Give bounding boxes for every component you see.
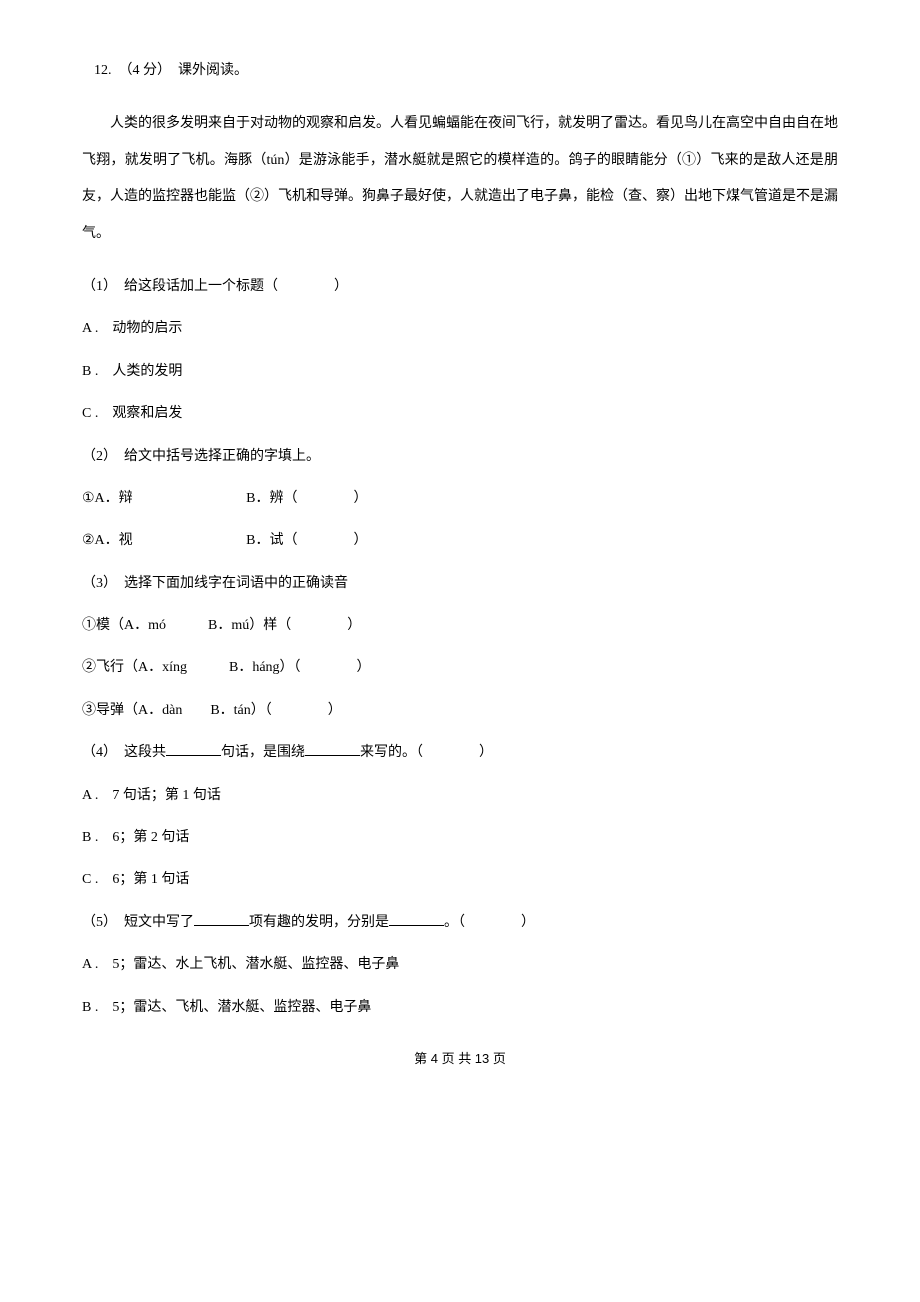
q4-mid: 句话，是围绕 <box>221 745 305 760</box>
q3-line3: ③导弹（A．dàn B．tán）（ ） <box>82 700 838 722</box>
blank <box>194 912 249 926</box>
q2-line2: ②A．视 B．试（ ） <box>82 530 838 552</box>
q2-prompt: （2） 给文中括号选择正确的字填上。 <box>82 446 838 468</box>
q2-line1: ①A．辩 B．辨（ ） <box>82 488 838 510</box>
q5-after: 。（ ） <box>444 915 535 930</box>
q5-prompt: （5） 短文中写了 项有趣的发明，分别是 。（ ） <box>82 912 838 934</box>
q1-prompt: （1） 给这段话加上一个标题（ ） <box>82 276 838 298</box>
q2-line2-b: B．试（ ） <box>246 530 367 552</box>
q5-mid: 项有趣的发明，分别是 <box>249 915 389 930</box>
q3-line2: ②飞行（A．xíng B．háng）（ ） <box>82 657 838 679</box>
q3-prompt: （3） 选择下面加线字在词语中的正确读音 <box>82 573 838 595</box>
q1-option-a: A . 动物的启示 <box>82 318 838 340</box>
blank <box>166 742 221 756</box>
q5-option-a: A . 5；雷达、水上飞机、潜水艇、监控器、电子鼻 <box>82 954 838 976</box>
q4-before: （4） 这段共 <box>82 745 166 760</box>
q4-after: 来写的。（ ） <box>360 745 493 760</box>
blank <box>305 742 360 756</box>
q4-option-b: B . 6；第 2 句话 <box>82 827 838 849</box>
question-header: 12. （4 分） 课外阅读。 <box>94 60 838 82</box>
page-footer: 第 4 页 共 13 页 <box>82 1049 838 1070</box>
q3-line1: ①模（A．mó B．mú）样（ ） <box>82 615 838 637</box>
q5-option-b: B . 5；雷达、飞机、潜水艇、监控器、电子鼻 <box>82 997 838 1019</box>
q5-before: （5） 短文中写了 <box>82 915 194 930</box>
passage-text: 人类的很多发明来自于对动物的观察和启发。人看见蝙蝠能在夜间飞行，就发明了雷达。看… <box>82 106 838 252</box>
q4-option-c: C . 6；第 1 句话 <box>82 869 838 891</box>
q4-option-a: A . 7 句话；第 1 句话 <box>82 785 838 807</box>
q2-line1-b: B．辨（ ） <box>246 488 367 510</box>
q2-line2-a: ②A．视 <box>82 533 133 548</box>
q2-line1-a: ①A．辩 <box>82 491 133 506</box>
q4-prompt: （4） 这段共 句话，是围绕 来写的。（ ） <box>82 742 838 764</box>
q1-option-b: B . 人类的发明 <box>82 361 838 383</box>
q1-option-c: C . 观察和启发 <box>82 403 838 425</box>
blank <box>389 912 444 926</box>
